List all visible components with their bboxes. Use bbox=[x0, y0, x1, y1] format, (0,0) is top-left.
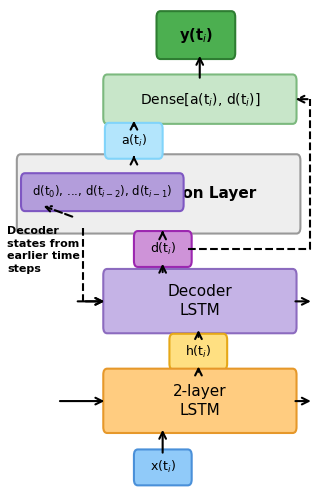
Text: y(t$_i$): y(t$_i$) bbox=[179, 26, 213, 44]
Text: a(t$_i$): a(t$_i$) bbox=[121, 133, 147, 149]
FancyBboxPatch shape bbox=[103, 74, 296, 124]
Text: Decoder
LSTM: Decoder LSTM bbox=[168, 284, 232, 318]
FancyBboxPatch shape bbox=[156, 11, 235, 59]
Text: 2-layer
LSTM: 2-layer LSTM bbox=[173, 384, 227, 418]
FancyBboxPatch shape bbox=[103, 269, 296, 334]
FancyBboxPatch shape bbox=[134, 450, 192, 486]
FancyBboxPatch shape bbox=[105, 123, 163, 159]
Text: x(t$_i$): x(t$_i$) bbox=[150, 460, 176, 475]
Text: Decoder
states from
earlier time
steps: Decoder states from earlier time steps bbox=[7, 226, 80, 274]
FancyBboxPatch shape bbox=[169, 334, 227, 370]
Text: Causal Attention Layer: Causal Attention Layer bbox=[61, 186, 257, 202]
Text: d(t$_0$), ..., d(t$_{i-2}$), d(t$_{i-1}$): d(t$_0$), ..., d(t$_{i-2}$), d(t$_{i-1}$… bbox=[32, 184, 172, 200]
FancyBboxPatch shape bbox=[134, 231, 192, 267]
FancyBboxPatch shape bbox=[103, 368, 296, 433]
Text: d(t$_i$): d(t$_i$) bbox=[150, 241, 176, 257]
Text: Dense[a(t$_i$), d(t$_i$)]: Dense[a(t$_i$), d(t$_i$)] bbox=[140, 91, 260, 108]
Text: h(t$_i$): h(t$_i$) bbox=[185, 344, 212, 360]
FancyBboxPatch shape bbox=[21, 173, 184, 211]
FancyBboxPatch shape bbox=[17, 154, 300, 234]
